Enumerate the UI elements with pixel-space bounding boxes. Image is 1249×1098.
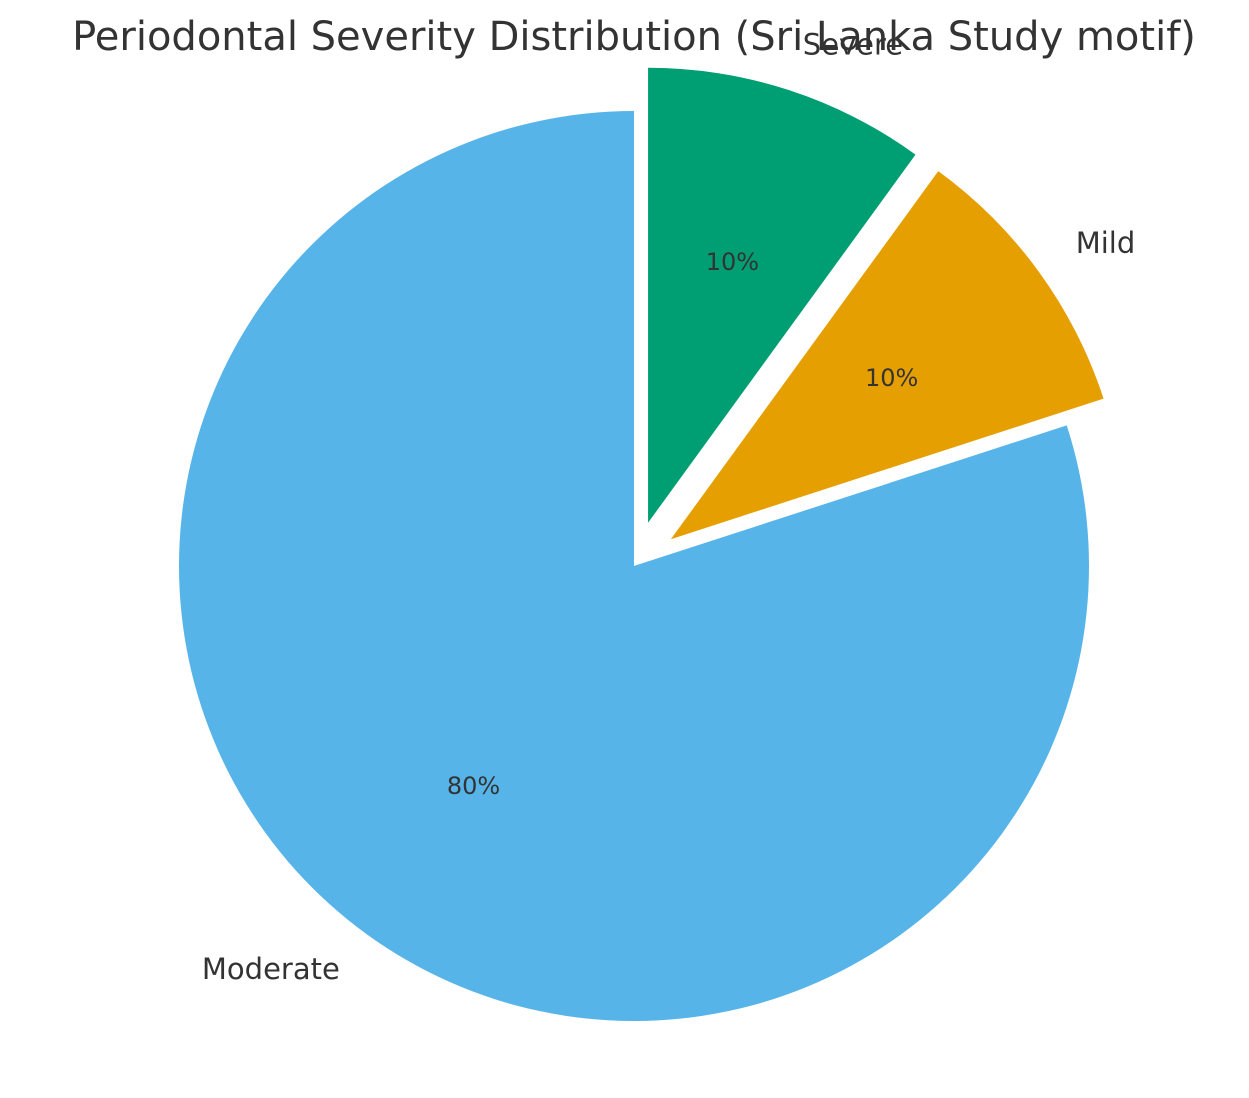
slice-label-mild: Mild (1076, 226, 1136, 260)
pie-slices (178, 67, 1104, 1021)
slice-label-severe: Severe (803, 28, 903, 62)
pie-slice-severe (648, 67, 916, 523)
slice-label-moderate: Moderate (202, 952, 340, 986)
slice-percent-severe: 10% (706, 248, 759, 276)
slice-percent-moderate: 80% (447, 772, 500, 800)
pie-labels: Severe 10% Mild 10% Moderate 80% (202, 28, 1135, 986)
slice-percent-mild: 10% (865, 364, 918, 392)
chart-title: Periodontal Severity Distribution (Sri L… (72, 14, 1196, 60)
pie-slice-moderate (178, 111, 1090, 1021)
pie-slice-mild (670, 171, 1104, 540)
